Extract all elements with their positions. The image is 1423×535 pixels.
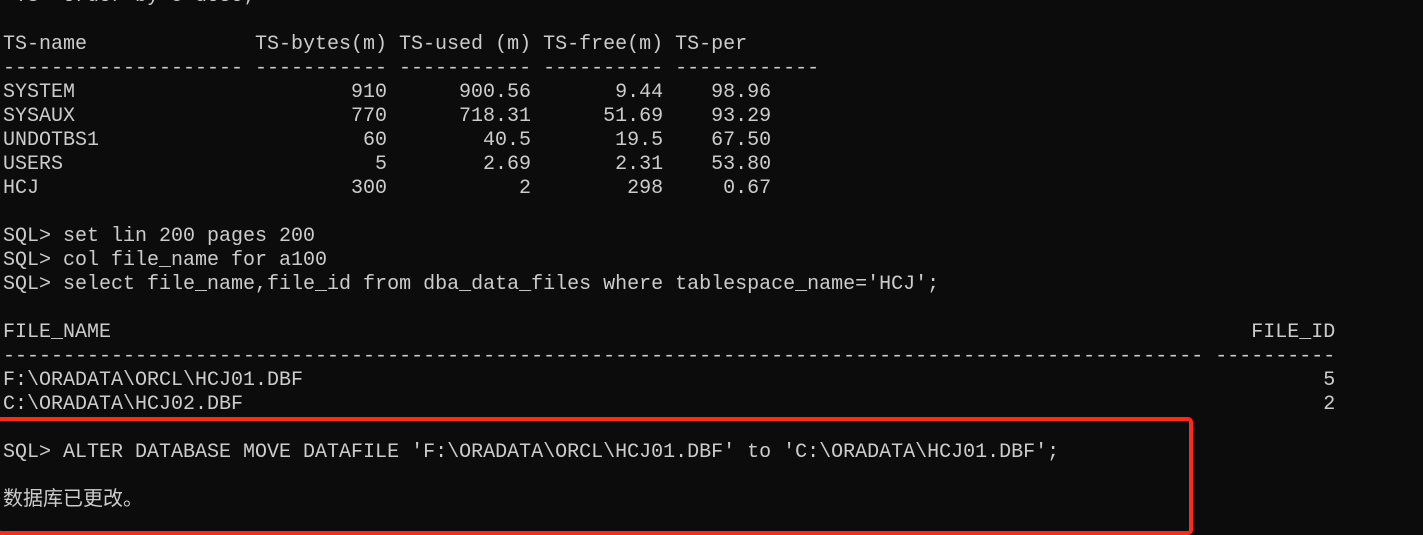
table-cell: 9.44 bbox=[615, 81, 664, 104]
table-cell: 2.31 bbox=[615, 153, 664, 176]
table-cell: 718.31 bbox=[459, 105, 532, 128]
table-cell: 300 bbox=[351, 177, 388, 200]
table-row: C:\ORADATA\HCJ02.DBF 2 bbox=[3, 393, 1335, 417]
column-separator: ---------- bbox=[543, 57, 664, 80]
table-cell: 53.80 bbox=[711, 153, 772, 176]
column-separator: ----------- bbox=[255, 57, 388, 80]
file-table-body: F:\ORADATA\ORCL\HCJ01.DBF 5 C:\ORADATA\HCJ… bbox=[3, 369, 1335, 417]
table-cell: 5 bbox=[375, 153, 388, 176]
partial-command-line: TS order by 5 desc; bbox=[3, 0, 1335, 9]
column-separator: ------------ bbox=[675, 57, 820, 80]
terminal-output: TS order by 5 desc; TS-nameTS-bytes(m)TS… bbox=[3, 0, 1335, 513]
table-row: HCJ 300 2 298 0.67 bbox=[3, 177, 1335, 201]
ts-table-body: SYSTEM 910 900.56 9.44 98.96 SYSAUX 770 718.31 5… bbox=[3, 81, 1335, 201]
table-cell: 60 bbox=[363, 129, 388, 152]
table-cell: UNDOTBS1 bbox=[3, 129, 100, 152]
table-cell: 900.56 bbox=[459, 81, 532, 104]
column-separator: ---------- bbox=[1215, 345, 1336, 368]
table-cell: 2 bbox=[1323, 393, 1336, 416]
table-cell: 93.29 bbox=[711, 105, 772, 128]
column-header: TS-free(m) bbox=[543, 33, 664, 56]
table-cell: C:\ORADATA\HCJ02.DBF bbox=[3, 393, 244, 416]
command-line: SQL> set lin 200 pages 200 bbox=[3, 225, 316, 248]
command-line: SQL> select file_name,file_id from dba_d… bbox=[3, 273, 940, 296]
table-cell: 2.69 bbox=[483, 153, 532, 176]
column-header: TS-used (m) bbox=[399, 33, 532, 56]
column-header: TS-per bbox=[675, 33, 748, 56]
table-cell: 5 bbox=[1323, 369, 1336, 392]
column-separator: ----------- bbox=[399, 57, 532, 80]
table-cell: 2 bbox=[519, 177, 532, 200]
file-table-header: FILE_NAME FILE_ID bbox=[3, 321, 1335, 345]
table-cell: 770 bbox=[351, 105, 388, 128]
command-line: SQL> col file_name for a100 bbox=[3, 249, 328, 272]
table-cell: 40.5 bbox=[483, 129, 532, 152]
table-cell: F:\ORADATA\ORCL\HCJ01.DBF bbox=[3, 369, 304, 392]
column-header: TS-name bbox=[3, 33, 88, 56]
table-cell: SYSTEM bbox=[3, 81, 76, 104]
table-cell: 19.5 bbox=[615, 129, 664, 152]
table-cell: USERS bbox=[3, 153, 64, 176]
table-row: USERS 5 2.69 2.31 53.80 bbox=[3, 153, 1335, 177]
table-cell: 298 bbox=[627, 177, 664, 200]
column-header: FILE_NAME bbox=[3, 321, 112, 344]
table-cell: 0.67 bbox=[723, 177, 772, 200]
table-cell: 98.96 bbox=[711, 81, 772, 104]
table-row: SYSAUX 770 718.31 51.69 93.29 bbox=[3, 105, 1335, 129]
column-header: FILE_ID bbox=[1251, 321, 1336, 344]
table-cell: HCJ bbox=[3, 177, 40, 200]
alter-command-line: SQL> ALTER DATABASE MOVE DATAFILE 'F:\OR… bbox=[3, 441, 1060, 464]
ts-table-header: TS-name TS-bytes(m) TS-used (m) TS-free(m) T… bbox=[3, 33, 1335, 57]
column-header: TS-bytes(m) bbox=[255, 33, 388, 56]
ts-table-separator: -------------------- ----------- ---------… bbox=[3, 57, 1335, 81]
column-separator: ----------------------------------------… bbox=[3, 345, 1204, 368]
alter-result-message: 数据库已更改。 bbox=[3, 489, 143, 512]
table-cell: 51.69 bbox=[603, 105, 664, 128]
table-cell: SYSAUX bbox=[3, 105, 76, 128]
table-row: UNDOTBS1 60 40.5 19.5 67.50 bbox=[3, 129, 1335, 153]
table-row: F:\ORADATA\ORCL\HCJ01.DBF 5 bbox=[3, 369, 1335, 393]
file-table-separator: ----------------------------------------… bbox=[3, 345, 1335, 369]
table-cell: 910 bbox=[351, 81, 388, 104]
red-highlight-box bbox=[0, 417, 1193, 535]
column-separator: -------------------- bbox=[3, 57, 244, 80]
table-row: SYSTEM 910 900.56 9.44 98.96 bbox=[3, 81, 1335, 105]
table-cell: 67.50 bbox=[711, 129, 772, 152]
